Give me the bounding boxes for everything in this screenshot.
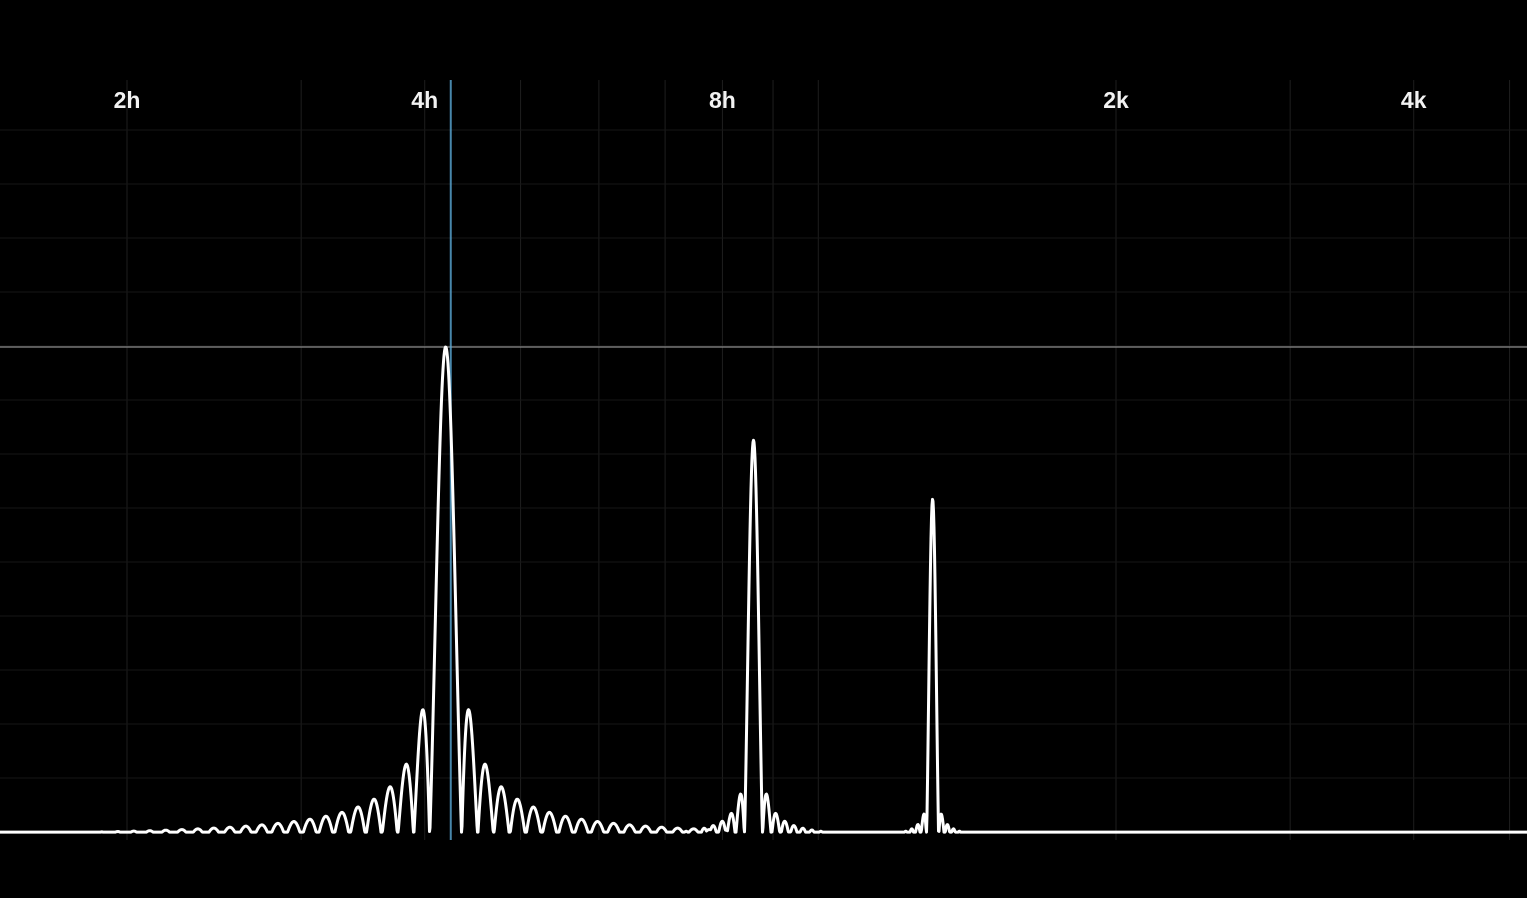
tick-label-2h: 2h bbox=[114, 87, 141, 113]
vertical-gridlines bbox=[126, 80, 1511, 840]
tick-label-2k: 2k bbox=[1103, 87, 1129, 113]
tick-label-8h: 8h bbox=[709, 87, 736, 113]
tick-label-4h: 4h bbox=[411, 87, 438, 113]
spectrum-trace bbox=[0, 345, 1527, 834]
horizontal-gridlines bbox=[0, 129, 1527, 779]
x-tick-labels: 2h 4h 8h 2k 4k bbox=[114, 87, 1427, 113]
tick-label-4k: 4k bbox=[1401, 87, 1427, 113]
